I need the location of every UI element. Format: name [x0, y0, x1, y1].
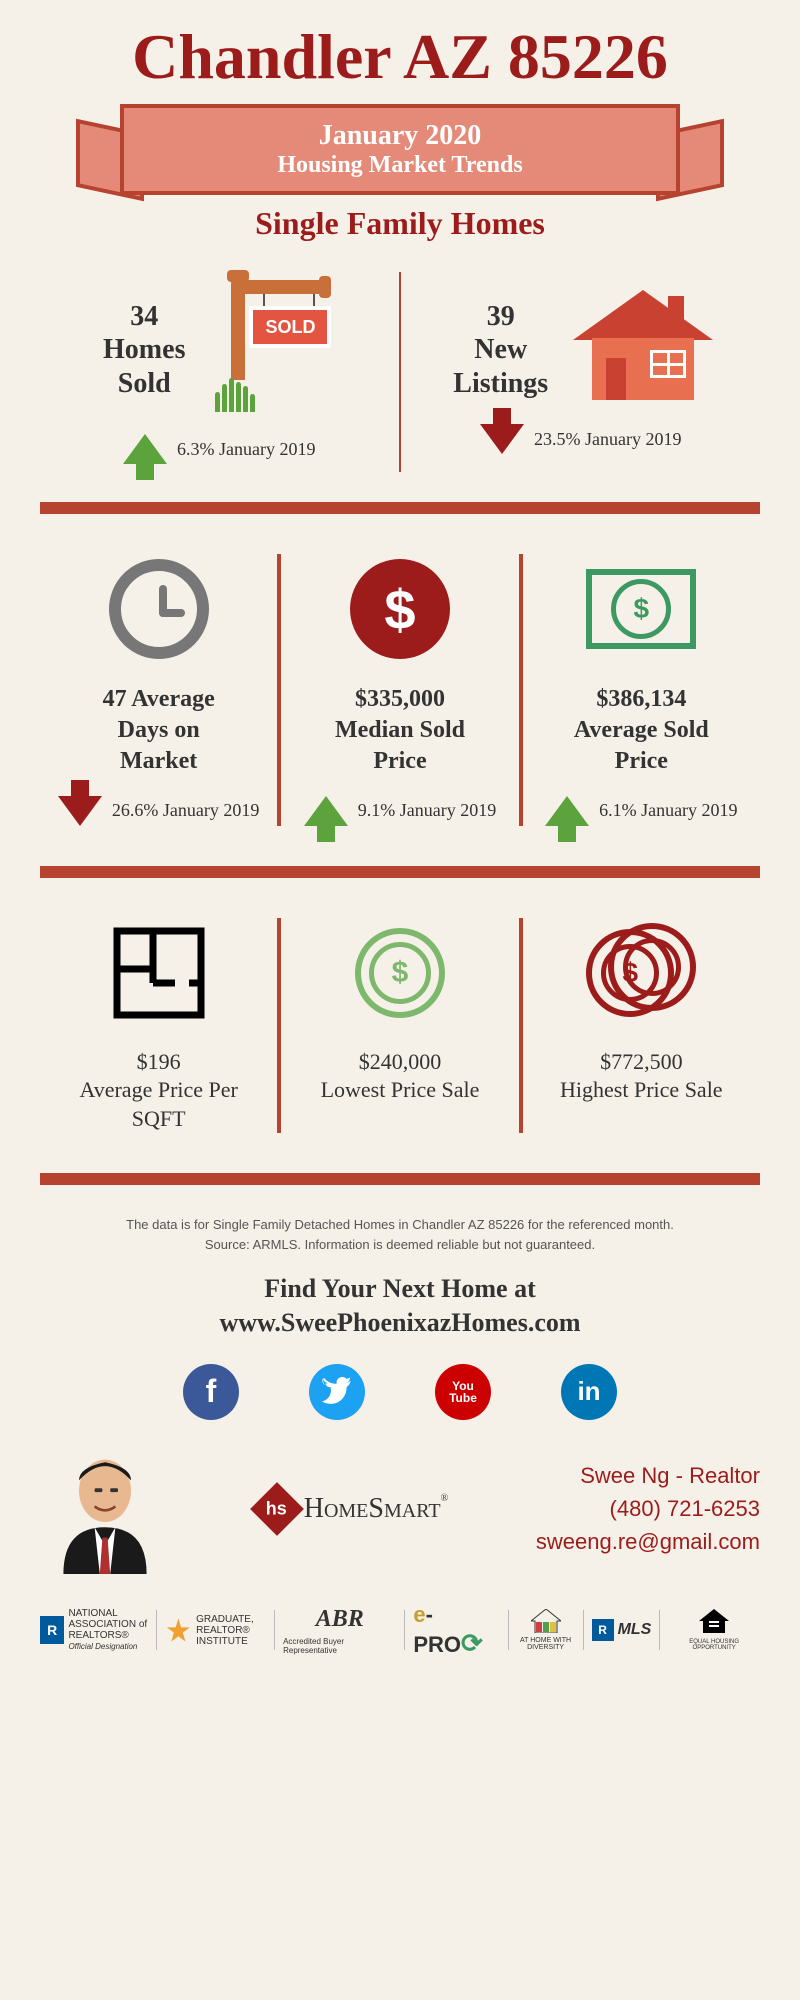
homesmart-logo: hs HomeSmart®: [258, 1490, 448, 1528]
bottom-stats-row: $196 Average Price Per SQFT $ $240,000 L…: [40, 908, 760, 1144]
equal-housing-cert: EQUAL HOUSING OPPORTUNITY: [668, 1609, 760, 1651]
realtor-name: Swee Ng - Realtor: [536, 1459, 760, 1492]
floorplan-icon: [109, 923, 209, 1023]
section-divider: [40, 1173, 760, 1185]
diversity-cert: AT HOME WITH DIVERSITY: [517, 1609, 575, 1651]
arrow-up-icon: [304, 796, 348, 826]
section-divider: [40, 502, 760, 514]
ribbon-banner: January 2020 Housing Market Trends: [120, 104, 680, 195]
section-divider: [40, 866, 760, 878]
page-title: Chandler AZ 85226: [40, 20, 760, 94]
arrow-up-icon: [545, 796, 589, 826]
nar-cert: R NATIONAL ASSOCIATION of REALTORS®Offic…: [40, 1608, 148, 1652]
dollar-coin-icon: $: [350, 559, 450, 659]
top-stats-row: 34 Homes Sold SOLD 6.3% January 2019: [40, 272, 760, 472]
new-listings-delta: 23.5% January 2019: [534, 429, 681, 450]
days-on-market-stat: 47 Average Days on Market: [103, 684, 215, 778]
twitter-icon[interactable]: [309, 1364, 365, 1420]
price-per-sqft-stat: $196 Average Price Per SQFT: [79, 1048, 237, 1134]
disclaimer-text: The data is for Single Family Detached H…: [40, 1215, 760, 1254]
new-listings-stat: 39 New Listings: [453, 300, 548, 401]
arrow-down-icon: [480, 424, 524, 454]
epro-cert: e-PRO⟳: [413, 1602, 499, 1659]
average-price-stat: $386,134 Average Sold Price: [574, 684, 709, 778]
coins-red-icon: $: [586, 923, 696, 1023]
gri-cert: GRADUATE, REALTOR® INSTITUTE: [165, 1614, 266, 1647]
youtube-icon[interactable]: YouTube: [435, 1364, 491, 1420]
median-delta: 9.1% January 2019: [358, 800, 496, 821]
avg-delta: 6.1% January 2019: [599, 800, 737, 821]
social-icons-row: f YouTube in: [40, 1364, 760, 1420]
subtitle: Single Family Homes: [40, 205, 760, 242]
cta-text: Find Your Next Home at www.SweePhoenixaz…: [40, 1272, 760, 1340]
contact-info: Swee Ng - Realtor (480) 721-6253 sweeng.…: [536, 1459, 760, 1558]
realtor-phone: (480) 721-6253: [536, 1492, 760, 1525]
ribbon-line1: January 2020: [144, 120, 656, 152]
contact-row: hs HomeSmart® Swee Ng - Realtor (480) 72…: [40, 1444, 760, 1574]
coin-green-icon: $: [355, 928, 445, 1018]
facebook-icon[interactable]: f: [183, 1364, 239, 1420]
highest-price-stat: $772,500 Highest Price Sale: [560, 1048, 723, 1105]
mid-stats-row: 47 Average Days on Market 26.6% January …: [40, 544, 760, 836]
abr-cert: ABR Accredited Buyer Representative: [283, 1606, 396, 1655]
dom-delta: 26.6% January 2019: [112, 800, 259, 821]
homes-sold-delta: 6.3% January 2019: [177, 439, 315, 460]
clock-icon: [109, 559, 209, 659]
median-price-stat: $335,000 Median Sold Price: [335, 684, 465, 778]
house-icon: [578, 290, 708, 410]
mls-cert: R MLS: [592, 1619, 652, 1641]
ribbon-line2: Housing Market Trends: [144, 152, 656, 179]
realtor-email: sweeng.re@gmail.com: [536, 1525, 760, 1558]
sold-sign-icon: SOLD: [215, 280, 335, 420]
lowest-price-stat: $240,000 Lowest Price Sale: [321, 1048, 480, 1105]
dollar-bill-icon: $: [586, 569, 696, 649]
certifications-row: R NATIONAL ASSOCIATION of REALTORS®Offic…: [40, 1602, 760, 1659]
arrow-down-icon: [58, 796, 102, 826]
linkedin-icon[interactable]: in: [561, 1364, 617, 1420]
homes-sold-stat: 34 Homes Sold: [103, 300, 185, 401]
realtor-photo: [40, 1444, 170, 1574]
arrow-up-icon: [123, 434, 167, 464]
